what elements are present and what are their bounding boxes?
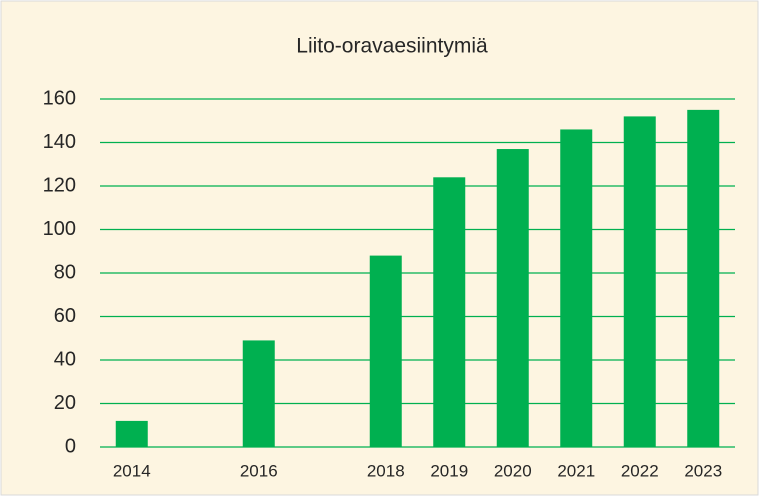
bar	[242, 340, 275, 447]
bar	[560, 129, 593, 447]
y-tick-label: 80	[54, 261, 76, 283]
bar	[496, 149, 529, 447]
x-tick-label: 2014	[113, 461, 151, 480]
y-tick-label: 120	[43, 174, 76, 196]
y-tick-label: 0	[65, 435, 76, 457]
y-tick-label: 20	[54, 392, 76, 414]
bar	[115, 420, 148, 447]
y-tick-label: 100	[43, 218, 76, 240]
bar	[433, 177, 466, 448]
x-tick-label: 2018	[367, 461, 405, 480]
bar	[369, 255, 402, 447]
x-tick-label: 2019	[430, 461, 468, 480]
x-tick-label: 2022	[621, 461, 659, 480]
y-tick-label: 40	[54, 348, 76, 370]
y-tick-label: 140	[43, 131, 76, 153]
x-tick-label: 2016	[240, 461, 278, 480]
chart-title: Liito-oravaesiintymiä	[296, 35, 488, 58]
y-tick-label: 60	[54, 305, 76, 327]
x-tick-label: 2023	[684, 461, 722, 480]
y-tick-label: 160	[43, 87, 76, 109]
bar	[623, 116, 656, 448]
bar	[687, 109, 720, 447]
x-tick-label: 2020	[494, 461, 532, 480]
x-tick-label: 2021	[557, 461, 595, 480]
